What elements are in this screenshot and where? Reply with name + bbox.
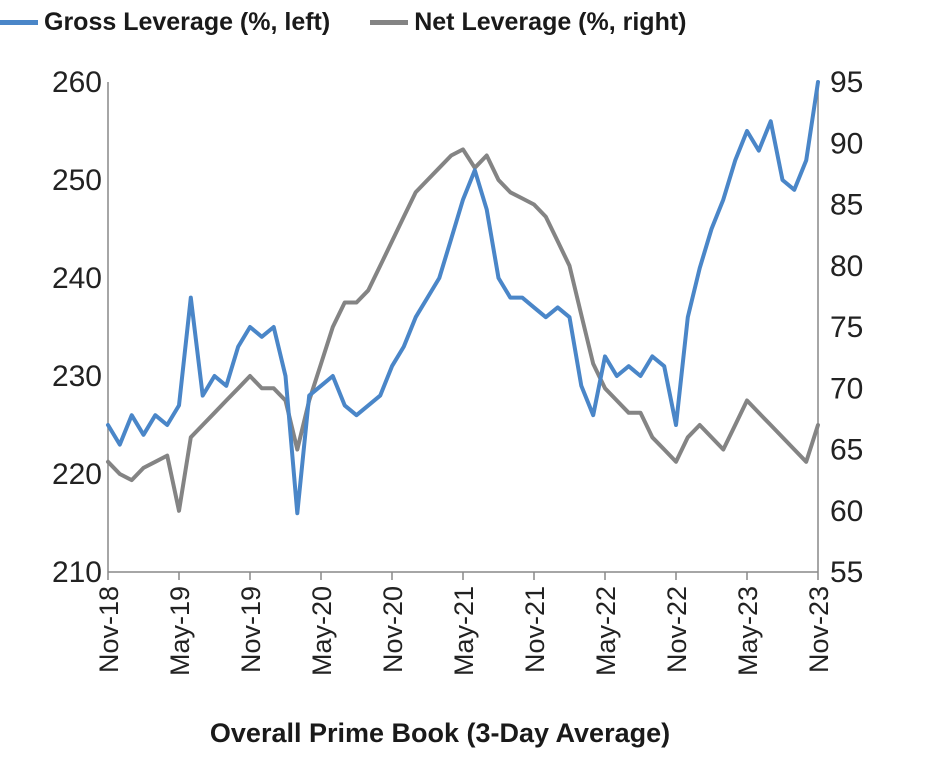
y-right-tick-label-3: 70 <box>830 372 863 405</box>
y-left-tick-label-4: 250 <box>52 164 102 197</box>
legend-swatch-gross <box>0 19 38 25</box>
y-right-tick-label-1: 60 <box>830 495 863 528</box>
y-right-tick-label-8: 95 <box>830 66 863 99</box>
x-tick-label-7: May-22 <box>591 586 621 676</box>
x-tick-label-1: May-19 <box>165 586 195 676</box>
gross-leverage-line <box>106 80 820 516</box>
x-tick-label-2: Nov-19 <box>236 586 266 673</box>
y-left-tick-label-0: 210 <box>52 556 102 589</box>
legend-item-gross: Gross Leverage (%, left) <box>0 8 330 37</box>
legend-swatch-net <box>370 19 409 25</box>
net-leverage-line <box>106 147 820 513</box>
y-right-tick-label-5: 80 <box>830 250 863 283</box>
x-tick-label-5: May-21 <box>449 586 479 676</box>
y-right-tick-label-7: 90 <box>830 127 863 160</box>
x-tick-label-9: May-23 <box>733 586 763 676</box>
y-right-tick-label-6: 85 <box>830 189 863 222</box>
x-tick-label-10: Nov-23 <box>804 586 834 673</box>
y-left-tick-label-1: 220 <box>52 458 102 491</box>
chart-title: Overall Prime Book (3-Day Average) <box>209 718 671 748</box>
y-left-tick-label-2: 230 <box>52 360 102 393</box>
legend: Gross Leverage (%, left) Net Leverage (%… <box>0 2 727 42</box>
legend-item-net: Net Leverage (%, right) <box>370 7 687 37</box>
y-left-tick-label-5: 260 <box>52 66 102 99</box>
x-tick-label-3: May-20 <box>307 586 337 676</box>
x-tick-label-8: Nov-22 <box>662 586 692 673</box>
legend-label-net: Net Leverage (%, right) <box>414 7 687 36</box>
x-tick-label-6: Nov-21 <box>520 586 550 673</box>
x-tick-label-4: Nov-20 <box>378 586 408 673</box>
y-right-tick-label-0: 55 <box>830 556 863 589</box>
y-right-tick-label-2: 65 <box>830 434 863 467</box>
y-left-tick-label-3: 240 <box>52 262 102 295</box>
x-tick-label-0: Nov-18 <box>94 586 124 673</box>
legend-label-gross: Gross Leverage (%, left) <box>44 7 331 36</box>
y-right-tick-label-4: 75 <box>830 311 863 344</box>
